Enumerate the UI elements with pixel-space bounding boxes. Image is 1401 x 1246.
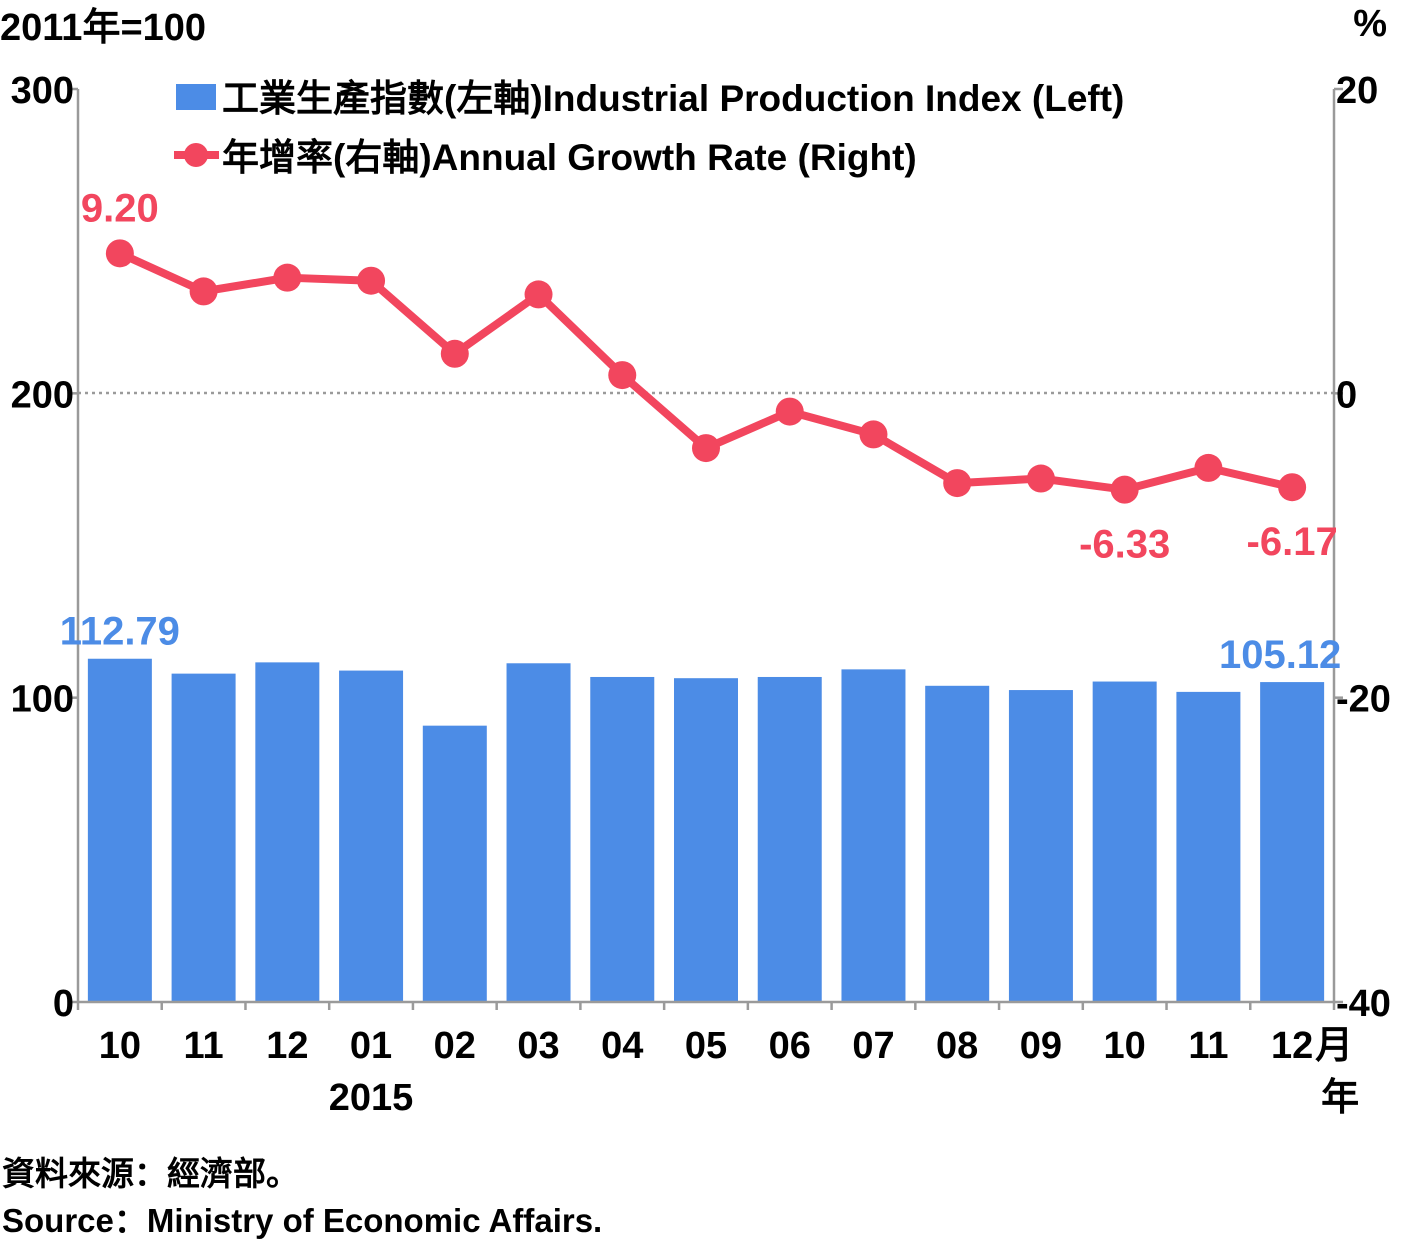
growth-point-10 [943,469,972,498]
bar-5 [506,663,571,1002]
source-zh: 資料來源：經濟部。 [2,1155,299,1192]
growth-point-2 [273,263,302,292]
x-tick-label: 10 [1104,1025,1146,1067]
growth-point-14 [1278,473,1307,502]
bars-group [87,658,1325,1002]
right-tick-label: 0 [1336,374,1357,416]
left-tick-label: 200 [11,374,74,416]
growth-point-4 [440,339,469,368]
x-tick-label: 11 [184,1025,224,1067]
data-label: -6.33 [1079,523,1170,567]
left-tick-label: 300 [11,70,74,112]
right-axis-unit: % [1353,3,1387,45]
growth-point-8 [775,397,804,426]
y-ticks-group: 0 100 200 300 -40 -20 0 20 [11,70,1391,1025]
growth-point-1 [189,277,218,306]
x-tick-label: 11 [1188,1025,1228,1067]
left-tick-label: 100 [11,679,74,721]
x-year-suffix: 年 [1321,1077,1359,1119]
bar-12 [1092,681,1157,1002]
growth-point-12 [1110,475,1139,504]
left-axis-unit: 2011年=100 [0,7,206,49]
right-tick-label: -40 [1336,983,1391,1025]
growth-point-3 [357,266,386,295]
bar-10 [925,685,990,1002]
legend-swatch-bar [176,84,216,110]
source-en: Source：Ministry of Economic Affairs. [2,1202,602,1239]
growth-point-6 [608,361,637,390]
bar-9 [841,669,906,1002]
x-tick-label: 10 [99,1025,141,1067]
bar-11 [1008,690,1073,1002]
legend-item-line: 年增率(右軸)Annual Growth Rate (Right) [174,137,917,178]
data-label: 9.20 [81,186,159,230]
bar-4 [422,725,487,1002]
bar-1 [171,673,236,1002]
x-tick-label: 09 [1020,1025,1062,1067]
x-tick-label: 06 [769,1025,811,1067]
growth-point-0 [105,239,134,268]
data-labels-group: 112.79 105.12 9.20 -6.33 -6.17 [60,186,1342,677]
bar-13 [1176,691,1241,1002]
growth-point-7 [692,434,720,463]
growth-point-5 [524,280,553,309]
growth-point-9 [859,420,888,449]
growth-point-13 [1194,453,1223,482]
x-tick-label: 05 [685,1025,727,1067]
bar-7 [674,678,738,1002]
x-tick-label: 08 [936,1025,978,1067]
x-tick-label: 04 [601,1025,643,1067]
x-tick-label: 07 [852,1025,894,1067]
data-label: -6.17 [1247,520,1338,564]
legend-item-bar: 工業生產指數(左軸)Industrial Production Index (L… [176,78,1124,119]
x-tick-label: 12 [266,1025,308,1067]
legend: 工業生產指數(左軸)Industrial Production Index (L… [174,78,1124,178]
x-tick-label: 02 [434,1025,476,1067]
data-label: 112.79 [60,610,180,654]
growth-point-11 [1026,464,1055,493]
line-group [105,239,1307,504]
legend-swatch-marker [184,143,208,167]
x-tick-label: 03 [517,1025,559,1067]
legend-label-line: 年增率(右軸)Annual Growth Rate (Right) [222,137,917,178]
bar-2 [255,662,320,1002]
right-tick-label: -20 [1336,679,1391,721]
right-tick-label: 20 [1336,70,1378,112]
bar-8 [757,676,822,1002]
bar-14 [1260,682,1325,1002]
axes [76,89,1336,1004]
bar-0 [87,658,152,1002]
x-tick-label: 01 [350,1025,392,1067]
left-tick-label: 0 [53,983,74,1025]
bar-6 [590,676,655,1002]
bar-3 [339,670,404,1002]
x-tick-label: 12 [1271,1025,1313,1067]
x-month-suffix: 月 [1315,1025,1353,1067]
data-label: 105.12 [1219,633,1341,677]
legend-label-bar: 工業生產指數(左軸)Industrial Production Index (L… [222,78,1124,119]
x-year-label: 2015 [329,1077,414,1119]
